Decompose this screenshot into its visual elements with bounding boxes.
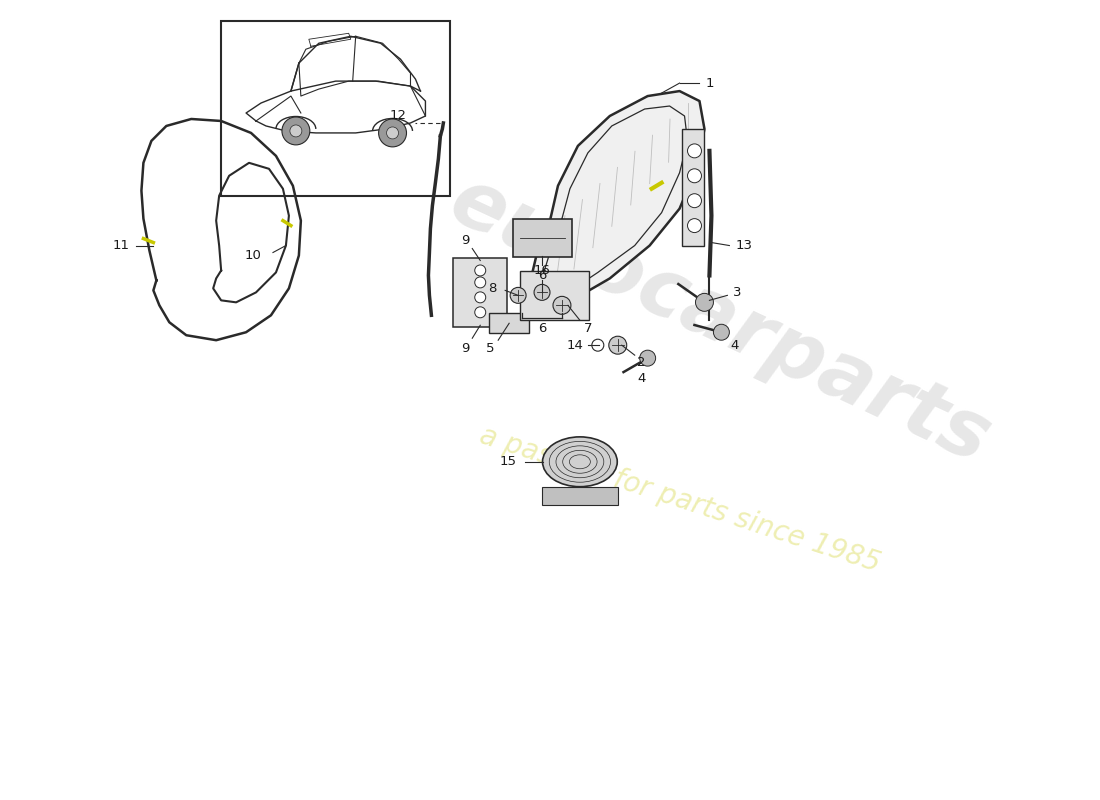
Circle shape (282, 117, 310, 145)
Circle shape (688, 144, 702, 158)
FancyBboxPatch shape (490, 314, 529, 334)
Polygon shape (682, 129, 704, 246)
Text: 12: 12 (390, 110, 407, 122)
Circle shape (695, 294, 714, 311)
Circle shape (290, 125, 301, 137)
Text: 1: 1 (705, 77, 714, 90)
Text: 6: 6 (538, 322, 547, 334)
Circle shape (592, 339, 604, 351)
Circle shape (535, 285, 550, 300)
FancyBboxPatch shape (221, 22, 450, 196)
Text: 3: 3 (733, 286, 741, 299)
Circle shape (475, 292, 486, 303)
FancyBboxPatch shape (542, 486, 618, 505)
Text: 4: 4 (730, 338, 738, 352)
Text: 2: 2 (637, 356, 646, 369)
Circle shape (688, 169, 702, 182)
Text: 7: 7 (584, 322, 592, 334)
Text: 8: 8 (488, 282, 496, 295)
FancyBboxPatch shape (520, 271, 588, 320)
Text: 15: 15 (499, 455, 517, 468)
Circle shape (386, 127, 398, 139)
Text: 13: 13 (736, 239, 752, 252)
Circle shape (475, 307, 486, 318)
Circle shape (475, 265, 486, 276)
Text: eurocarparts: eurocarparts (437, 161, 1002, 480)
Text: a passion for parts since 1985: a passion for parts since 1985 (475, 422, 883, 578)
Circle shape (378, 119, 407, 147)
Text: 4: 4 (638, 371, 646, 385)
Circle shape (688, 194, 702, 208)
Circle shape (640, 350, 656, 366)
Text: 6: 6 (538, 269, 547, 282)
FancyBboxPatch shape (513, 218, 572, 258)
Text: 9: 9 (461, 342, 470, 354)
Circle shape (475, 277, 486, 288)
Circle shape (714, 324, 729, 340)
Text: 9: 9 (461, 234, 470, 247)
Circle shape (688, 218, 702, 233)
Text: 16: 16 (534, 264, 550, 277)
Ellipse shape (542, 437, 617, 486)
Text: 14: 14 (566, 338, 583, 352)
Circle shape (608, 336, 627, 354)
Circle shape (510, 287, 526, 303)
Text: 5: 5 (486, 342, 495, 354)
Text: 10: 10 (244, 249, 262, 262)
Circle shape (553, 296, 571, 314)
Polygon shape (530, 91, 704, 312)
Text: 11: 11 (113, 239, 130, 252)
FancyBboxPatch shape (453, 258, 507, 327)
